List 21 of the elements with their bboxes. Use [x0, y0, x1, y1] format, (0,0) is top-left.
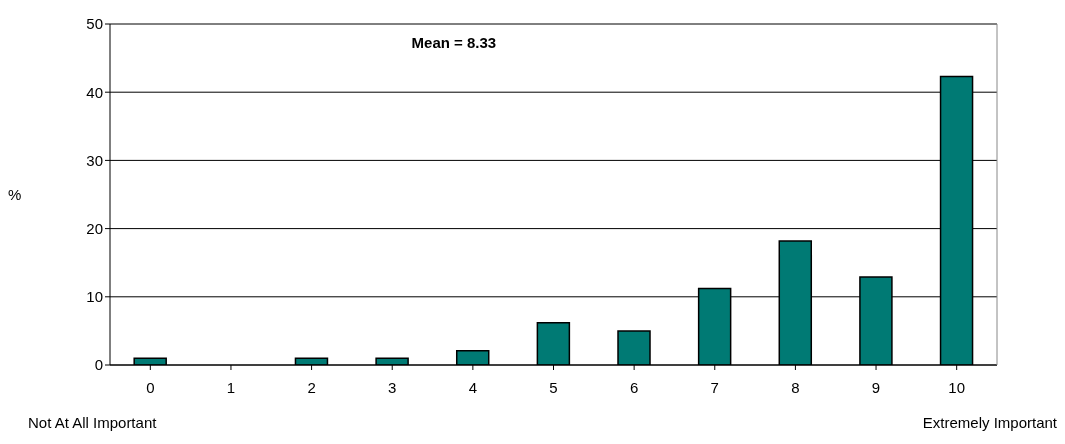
- x-tick-label: 8: [791, 378, 800, 396]
- y-tick-label: 30: [86, 151, 103, 169]
- x-tick-label: 0: [146, 378, 155, 396]
- annotation: Mean = 8.33: [411, 34, 497, 52]
- text: Extremely Important: [922, 414, 1057, 432]
- x-tick-label: 10: [948, 378, 966, 396]
- y-axis-title: %: [8, 185, 22, 204]
- x-tick-label: 3: [388, 378, 397, 396]
- y-tick-label: 10: [86, 288, 103, 306]
- x-tick-label: 4: [468, 378, 478, 396]
- y-tick-label: 40: [86, 83, 103, 101]
- x-tick-label: 7: [710, 378, 719, 396]
- x-tick-label: 6: [629, 378, 639, 396]
- x-tick-label: 1: [226, 378, 236, 396]
- x-tick-label: 2: [307, 378, 316, 396]
- x-tick-label: 5: [549, 378, 558, 396]
- text: Not At All Important: [28, 414, 157, 432]
- y-tick-label: 50: [86, 15, 103, 33]
- y-tick-label: 20: [86, 219, 103, 237]
- y-tick-label: 0: [94, 356, 103, 374]
- x-tick-label: 9: [871, 378, 881, 396]
